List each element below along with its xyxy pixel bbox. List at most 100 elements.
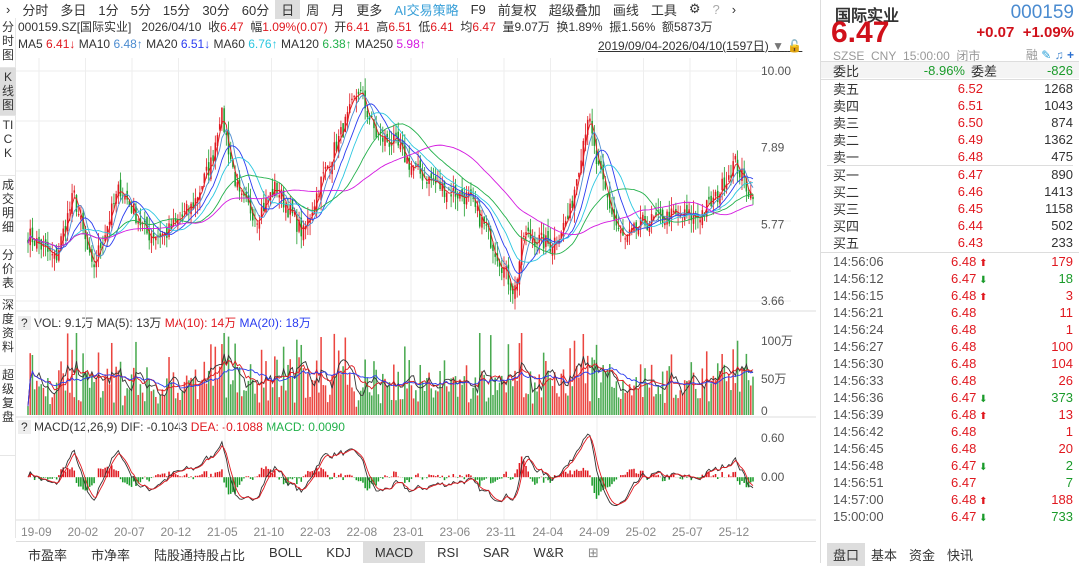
tool-button[interactable]: 画线	[607, 0, 645, 19]
open-value: 6.41	[346, 20, 369, 34]
high-value: 6.51	[388, 20, 411, 34]
volume-bar	[186, 376, 188, 415]
macd-bar	[278, 477, 280, 479]
volume-bar	[448, 392, 450, 415]
help-icon[interactable]: ?	[707, 2, 726, 17]
period-tab[interactable]: 60分	[236, 0, 275, 19]
tool-button[interactable]: 超级叠加	[543, 0, 607, 19]
tick-price: 6.48	[951, 424, 976, 439]
macd-bar	[115, 470, 117, 477]
period-tab[interactable]: 分时	[16, 0, 54, 19]
macd-bar	[516, 469, 518, 477]
edit-icon[interactable]: ✎	[1041, 48, 1051, 62]
candle-body	[400, 144, 402, 149]
volume-bar	[303, 368, 305, 415]
macd-bar	[358, 477, 360, 481]
volume-bar	[289, 359, 291, 415]
sidebar-item[interactable]: 分价表	[0, 246, 16, 296]
add-tab-icon[interactable]: ⊞	[576, 542, 611, 563]
macd-bar	[743, 477, 745, 483]
lock-icon[interactable]: 🔓	[787, 39, 802, 53]
indicator-tab[interactable]: SAR	[471, 542, 522, 563]
candle-body	[34, 241, 36, 246]
tool-button[interactable]: AI交易策略	[388, 0, 464, 19]
macd-bar	[217, 472, 219, 477]
collapse-arrow-icon[interactable]: ›	[0, 2, 16, 17]
period-tab[interactable]: 月	[325, 0, 350, 19]
macd-bar	[572, 474, 574, 477]
candle-body	[184, 211, 186, 212]
volume-bar	[472, 388, 474, 415]
volume-bar	[646, 383, 648, 415]
volume-bar	[34, 389, 36, 415]
chevron-right-icon[interactable]: ›	[726, 2, 742, 17]
indicator-tab[interactable]: MACD	[363, 542, 425, 563]
volume-bar	[567, 396, 569, 415]
dif-line	[28, 434, 753, 506]
indicator-tab[interactable]: 陆股通持股占比	[142, 542, 257, 563]
macd-bar	[223, 477, 225, 482]
indicator-tab[interactable]: W&R	[522, 542, 576, 563]
period-tab[interactable]: 5分	[125, 0, 157, 19]
sidebar-item[interactable]: TICK	[0, 116, 16, 176]
volume-bar	[708, 401, 710, 415]
turn-value: 1.89%	[569, 20, 603, 34]
sidebar-item[interactable]: 成交明细	[0, 176, 16, 246]
sidebar-item[interactable]: 分时图	[0, 18, 16, 68]
candle-body	[74, 190, 76, 192]
tick-price: 6.48	[951, 305, 976, 320]
tool-button[interactable]: 前复权	[492, 0, 543, 19]
tick-price-cell: 6.47	[943, 475, 1003, 490]
tool-button[interactable]: 工具	[645, 0, 683, 19]
macd-bar	[631, 469, 633, 477]
candle-body	[710, 196, 712, 206]
period-tab[interactable]: 日	[275, 0, 300, 19]
volume-bar	[358, 400, 360, 415]
macd-bar	[739, 477, 741, 484]
macd-bar	[162, 474, 164, 478]
tick-price-cell: 6.48 ⬆	[943, 254, 1003, 269]
period-tab[interactable]: 更多	[350, 0, 388, 19]
volume-bar	[558, 397, 560, 415]
period-tab[interactable]: 周	[300, 0, 325, 19]
candle-body	[426, 182, 428, 184]
indicator-tab[interactable]: BOLL	[257, 542, 314, 563]
volume-bar	[536, 391, 538, 415]
macd-bar	[342, 477, 344, 480]
volume-bar	[71, 350, 73, 415]
bell-icon[interactable]: ♫	[1055, 48, 1064, 62]
tick-time: 14:56:39	[833, 407, 943, 422]
sidebar-item[interactable]: 深度资料	[0, 296, 16, 366]
tick-price-cell: 6.48	[943, 305, 1003, 320]
gear-icon[interactable]: ⚙	[683, 1, 707, 17]
indicator-tab[interactable]: RSI	[425, 542, 471, 563]
tick-price-cell: 6.47 ⬇	[943, 458, 1003, 473]
macd-bar	[721, 472, 723, 477]
period-tab[interactable]: 30分	[196, 0, 235, 19]
tick-volume: 733	[1003, 509, 1073, 524]
volume-ma-line	[28, 360, 753, 406]
sidebar-item[interactable]: 超级复盘	[0, 366, 16, 456]
period-tab[interactable]: 1分	[92, 0, 124, 19]
date-range-selector[interactable]: 2019/09/04-2026/04/10(1597日) ▼ 🔓	[598, 37, 802, 54]
macd-bar	[199, 475, 201, 477]
volume-bar	[281, 386, 283, 415]
candle-body	[523, 236, 525, 237]
indicator-tab[interactable]: 市盈率	[16, 542, 79, 563]
ma-value: 5.98↑	[396, 37, 425, 51]
volume-bar	[353, 391, 355, 415]
macd-bar	[140, 477, 142, 482]
indicator-tab[interactable]: KDJ	[314, 542, 363, 563]
add-icon[interactable]: +	[1067, 48, 1074, 62]
macd-bar	[442, 476, 444, 478]
period-tab[interactable]: 多日	[54, 0, 92, 19]
indicator-tab[interactable]: 市净率	[79, 542, 142, 563]
tool-button[interactable]: F9	[465, 2, 492, 17]
candle-body	[620, 230, 622, 233]
tick-time: 14:56:33	[833, 373, 943, 388]
level-price: 6.43	[933, 235, 983, 250]
sidebar-item[interactable]: K线图	[0, 68, 16, 116]
period-tab[interactable]: 15分	[157, 0, 196, 19]
